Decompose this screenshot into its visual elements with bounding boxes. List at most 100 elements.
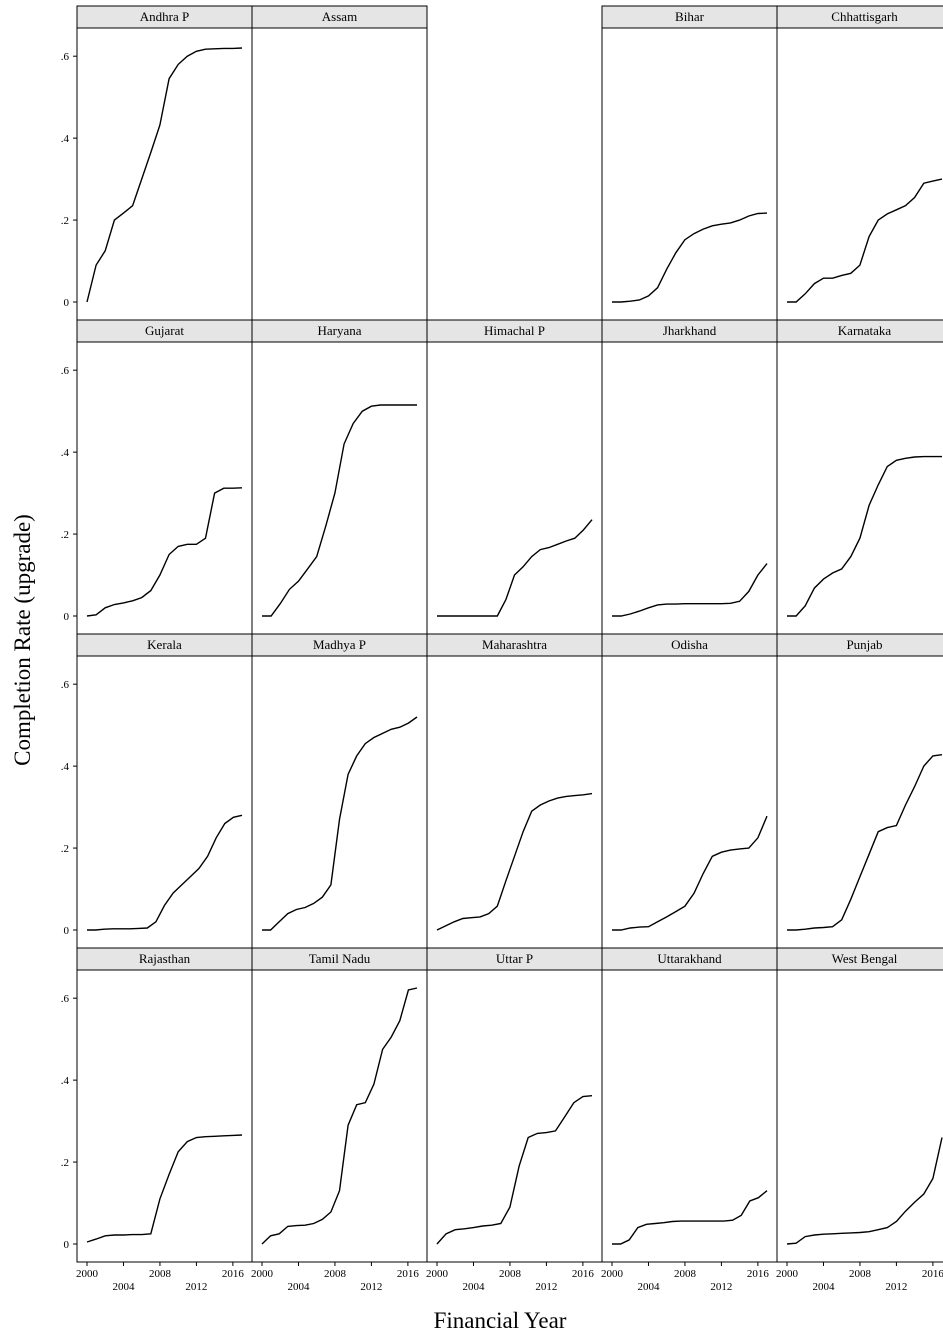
panel-frame <box>776 27 943 321</box>
panel-title: Maharashtra <box>482 637 547 652</box>
x-axis-col-3: 2000 2004 2008 2012 2016 <box>426 1262 594 1293</box>
series-line <box>86 487 243 617</box>
y-tick-label: .2 <box>61 1157 69 1169</box>
panel-chhattisgarh: Chhattisgarh <box>776 5 943 321</box>
x-tick-label: 2016 <box>747 1268 770 1280</box>
panel-frame <box>601 27 778 321</box>
panel-title: Karnataka <box>838 323 892 338</box>
panel-frame <box>426 655 603 949</box>
panel-title: Andhra P <box>140 9 189 24</box>
panel-maharashtra: Maharashtra <box>426 633 603 949</box>
series-line <box>786 1137 943 1245</box>
panels-layer: Andhra P Assam Bihar Chhattisgarh Gujarat Har… <box>76 5 943 1263</box>
panel-title: Kerala <box>147 637 182 652</box>
panel-title: Bihar <box>675 9 705 24</box>
x-axes: 2000 2004 2008 2012 2016 2000 2004 2008 2012 2016… <box>76 1262 943 1293</box>
x-tick-label: 2012 <box>710 1281 732 1293</box>
series-line <box>612 212 768 303</box>
panel-karnataka: Karnataka <box>776 319 943 635</box>
panel-title: Uttarakhand <box>657 951 722 966</box>
panel-title: Punjab <box>846 637 882 652</box>
panel-jharkhand: Jharkhand <box>601 319 778 635</box>
x-tick-label: 2008 <box>849 1268 872 1280</box>
x-axis-col-5: 2000 2004 2008 2012 2016 <box>776 1262 943 1293</box>
panel-tamil-nadu: Tamil Nadu <box>251 947 428 1263</box>
panel-title: Chhattisgarh <box>831 9 898 24</box>
series-line <box>612 1190 768 1245</box>
panel-rajasthan: Rajasthan <box>76 947 253 1263</box>
y-axis-row-2: 0 .2 .4 .6 <box>61 365 77 623</box>
series-line <box>87 814 243 931</box>
x-tick-label: 2000 <box>601 1268 624 1280</box>
x-tick-label: 2016 <box>922 1268 943 1280</box>
panel-frame <box>776 341 943 635</box>
panel-frame <box>776 969 943 1263</box>
series-line <box>436 1095 593 1245</box>
x-tick-label: 2000 <box>76 1268 99 1280</box>
panel-title: Gujarat <box>145 323 184 338</box>
panel-frame <box>76 969 253 1263</box>
x-tick-label: 2012 <box>360 1281 382 1293</box>
panel-frame <box>251 969 428 1263</box>
series-line <box>437 519 593 617</box>
x-tick-label: 2004 <box>462 1281 485 1293</box>
y-tick-label: 0 <box>64 925 70 937</box>
panel-frame <box>251 27 428 321</box>
panel-frame <box>426 341 603 635</box>
y-tick-label: .4 <box>61 133 70 145</box>
y-tick-label: .4 <box>61 1075 70 1087</box>
panel-title: Uttar P <box>496 951 533 966</box>
x-tick-label: 2016 <box>222 1268 245 1280</box>
y-tick-label: .2 <box>61 843 69 855</box>
panel-title: Odisha <box>671 637 708 652</box>
y-tick-label: .6 <box>61 679 70 691</box>
series-line <box>787 178 943 303</box>
panel-himachal-p: Himachal P <box>426 319 603 635</box>
series-line <box>787 455 942 617</box>
series-line <box>262 404 417 617</box>
x-tick-label: 2016 <box>397 1268 420 1280</box>
x-tick-label: 2012 <box>535 1281 557 1293</box>
panel-title: Tamil Nadu <box>309 951 371 966</box>
panel-bihar: Bihar <box>601 5 778 321</box>
y-tick-label: 0 <box>64 611 70 623</box>
x-tick-label: 2016 <box>572 1268 595 1280</box>
panel-frame <box>601 655 778 949</box>
x-tick-label: 2000 <box>251 1268 274 1280</box>
panel-gujarat: Gujarat <box>76 319 253 635</box>
y-axis-row-3: 0 .2 .4 .6 <box>61 679 77 937</box>
panel-uttar-p: Uttar P <box>426 947 603 1263</box>
panel-assam: Assam <box>251 5 428 321</box>
panel-odisha: Odisha <box>601 633 778 949</box>
y-tick-label: .2 <box>61 215 69 227</box>
panel-frame <box>251 655 428 949</box>
x-tick-label: 2004 <box>287 1281 310 1293</box>
y-tick-label: .6 <box>61 993 70 1005</box>
y-tick-label: .6 <box>61 365 70 377</box>
panel-uttarakhand: Uttarakhand <box>601 947 778 1263</box>
x-axis-col-2: 2000 2004 2008 2012 2016 <box>251 1262 419 1293</box>
x-axis-title: Financial Year <box>434 1308 567 1333</box>
panel-frame <box>601 969 778 1263</box>
panel-title: Rajasthan <box>139 951 191 966</box>
series-line <box>436 792 593 931</box>
x-tick-label: 2004 <box>812 1281 835 1293</box>
panel-kerala: Kerala <box>76 633 253 949</box>
series-line <box>787 754 943 931</box>
y-tick-label: 0 <box>64 297 70 309</box>
y-axis-row-1: 0 .2 .4 .6 <box>61 51 77 309</box>
y-axes: 0 .2 .4 .6 0 .2 .4 .6 0 .2 .4 .6 0 .2 .4 .6 <box>61 51 77 1251</box>
x-tick-label: 2012 <box>885 1281 907 1293</box>
x-tick-label: 2008 <box>149 1268 172 1280</box>
x-tick-label: 2008 <box>499 1268 522 1280</box>
panel-title: Jharkhand <box>663 323 717 338</box>
panel-frame <box>776 655 943 949</box>
panel-punjab: Punjab <box>776 633 943 949</box>
panel-frame <box>251 341 428 635</box>
panel-haryana: Haryana <box>251 319 428 635</box>
y-tick-label: .6 <box>61 51 70 63</box>
panel-title: Haryana <box>317 323 361 338</box>
panel-andhra-p: Andhra P <box>76 5 253 321</box>
x-tick-label: 2008 <box>324 1268 347 1280</box>
